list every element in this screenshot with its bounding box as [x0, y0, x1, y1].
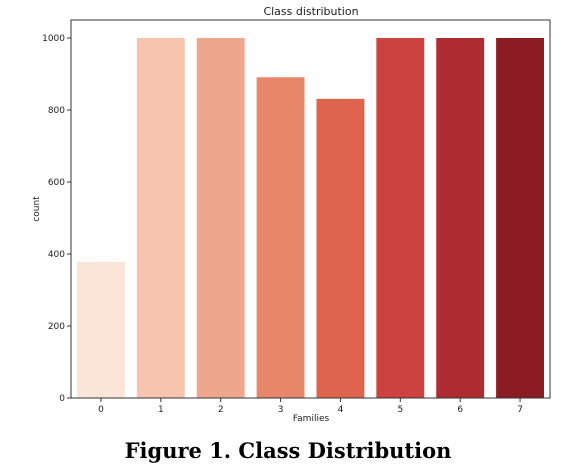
x-tick-label: 5	[397, 405, 403, 415]
x-tick-label: 1	[158, 405, 164, 415]
x-tick-label: 0	[98, 405, 104, 415]
bar-1	[136, 38, 185, 398]
bar-0	[76, 261, 125, 398]
y-tick-label: 400	[48, 250, 65, 260]
y-tick-label: 600	[48, 178, 65, 188]
plot-frame	[70, 19, 551, 399]
chart-title: Class distribution	[263, 5, 358, 18]
x-tick-label: 6	[457, 405, 463, 415]
bars-group	[76, 38, 545, 399]
bar-6	[436, 38, 485, 398]
figure-caption: Figure 1. Class Distribution	[124, 438, 452, 463]
x-tick-label: 4	[338, 405, 344, 415]
y-axis: 0 200 400 600 800 1000	[42, 34, 71, 404]
x-tick-label: 2	[218, 405, 224, 415]
x-tick-label: 7	[517, 405, 523, 415]
bar-2	[196, 38, 245, 398]
bar-5	[376, 38, 425, 398]
x-axis-label: Families	[293, 414, 330, 424]
bar-7	[496, 38, 545, 398]
y-tick-label: 200	[48, 322, 65, 332]
x-axis: 0 1 2 3 4 5 6 7	[98, 398, 523, 415]
bar-3	[256, 77, 305, 399]
y-tick-label: 1000	[42, 34, 65, 44]
y-tick-label: 800	[48, 106, 65, 116]
bar-4	[316, 98, 365, 398]
y-tick-label: 0	[59, 394, 65, 404]
y-axis-label: count	[32, 196, 42, 222]
x-tick-label: 3	[278, 405, 284, 415]
bar-chart: Class distribution 0 200 400 600 800 1000 0 1 2…	[32, 5, 551, 424]
